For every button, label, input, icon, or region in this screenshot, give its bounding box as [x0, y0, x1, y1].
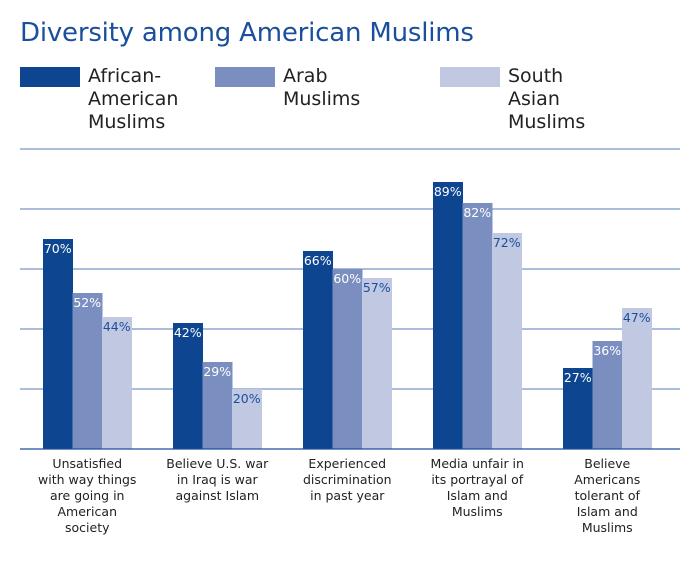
- bar-3-1: [102, 317, 132, 449]
- value-label-3-3: 57%: [363, 280, 391, 295]
- bar-1-2: [173, 323, 203, 449]
- bar-3-5: [622, 308, 652, 449]
- bar-2-5: [592, 341, 623, 449]
- category-label-1: Unsatisfied with way things are going in Am…: [38, 456, 136, 535]
- bar-2-3: [332, 269, 363, 449]
- value-label-1-2: 42%: [174, 325, 202, 340]
- bar-2-1: [72, 293, 103, 449]
- value-label-1-3: 66%: [304, 253, 332, 268]
- value-label-2-4: 82%: [463, 205, 491, 220]
- value-label-2-3: 60%: [333, 271, 361, 286]
- category-label-2: Believe U.S. war in Iraq is war against Is…: [166, 456, 269, 503]
- value-label-3-4: 72%: [493, 235, 521, 250]
- bar-1-3: [303, 251, 333, 449]
- bar-3-3: [362, 278, 392, 449]
- value-label-3-2: 20%: [233, 391, 261, 406]
- legend-label-african-american: African- American Muslims: [88, 65, 179, 133]
- value-label-3-5: 47%: [623, 310, 651, 325]
- category-label-5: Believe Americans tolerant of Islam and Musl…: [574, 456, 640, 535]
- bar-2-2: [202, 362, 233, 449]
- bar-1-4: [433, 182, 463, 449]
- legend-swatch-arab: [215, 67, 275, 87]
- value-label-1-5: 27%: [564, 370, 592, 385]
- bar-3-4: [492, 233, 522, 449]
- bar-2-4: [462, 203, 493, 449]
- value-label-1-1: 70%: [44, 241, 72, 256]
- value-label-2-1: 52%: [73, 295, 101, 310]
- value-label-1-4: 89%: [434, 184, 462, 199]
- legend-label-south-asian: South Asian Muslims: [508, 65, 586, 133]
- value-label-3-1: 44%: [103, 319, 131, 334]
- category-label-4: Media unfair in its portrayal of Islam and…: [431, 456, 524, 519]
- category-label-3: Experienced discrimination in past year: [303, 456, 392, 503]
- chart-title: Diversity among American Muslims: [20, 18, 474, 48]
- value-label-2-5: 36%: [593, 343, 621, 358]
- bar-1-1: [43, 239, 73, 449]
- bar-1-5: [563, 368, 593, 449]
- bar-3-2: [232, 389, 262, 449]
- legend-swatch-african-american: [20, 67, 80, 87]
- legend-swatch-south-asian: [440, 67, 500, 87]
- value-label-2-2: 29%: [203, 364, 231, 379]
- legend-label-arab: Arab Muslims: [283, 65, 361, 110]
